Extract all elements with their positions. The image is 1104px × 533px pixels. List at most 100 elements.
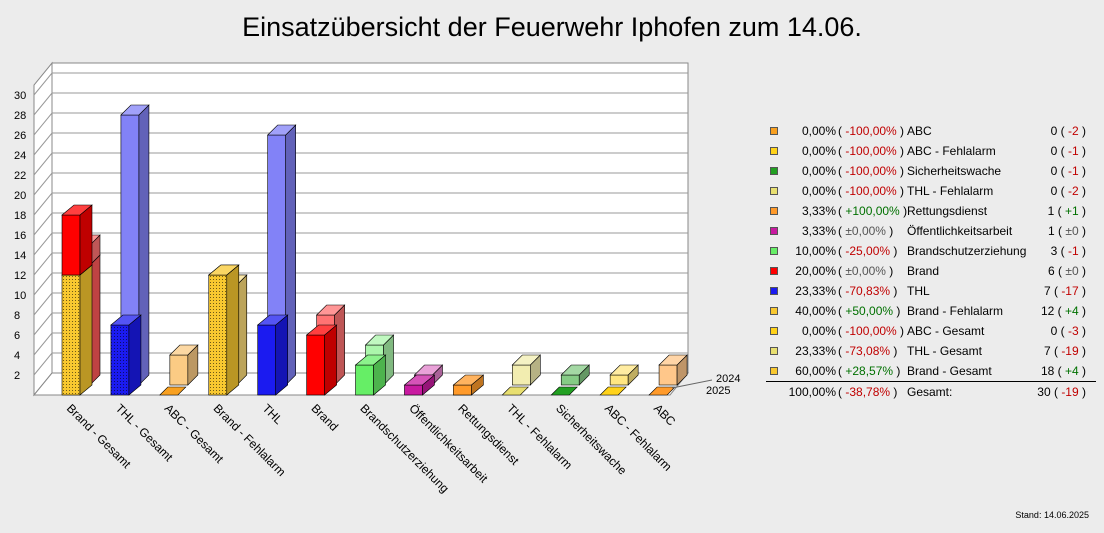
bar-2025-3 — [207, 264, 240, 276]
bar-2025-8-top — [452, 374, 485, 386]
legend-swatch — [770, 287, 778, 295]
legend-separator — [766, 381, 1096, 382]
legend-change: ( -70,83% ) — [838, 284, 898, 298]
y-tick-label: 12 — [14, 270, 26, 282]
legend-category: Brand - Fehlalarm — [907, 304, 1004, 318]
bar-2025-empty-9 — [501, 386, 530, 396]
bar-2025-empty-11 — [599, 386, 627, 396]
bar-2024-12-top — [658, 354, 688, 366]
legend-swatch — [770, 147, 778, 155]
y-tick-label: 4 — [14, 350, 20, 362]
legend-count: 7 ( -17 ) — [1043, 284, 1086, 298]
bar-2024-12 — [658, 354, 688, 386]
legend-percent: 0,00% — [801, 144, 836, 158]
series-label-2024: 2024 — [716, 373, 740, 385]
bar-2025-base-0-side — [79, 264, 93, 396]
legend-change: ( +28,57% ) — [838, 364, 901, 378]
legend-row: 0,00%( -100,00% ) Sicherheitswache 0 ( -1 … — [762, 161, 1098, 181]
legend-count: 3 ( -1 ) — [1050, 244, 1086, 258]
bar-2025-5-top — [305, 324, 338, 336]
bar-2024-12-front — [658, 364, 678, 386]
bar-2024-11-top — [609, 364, 639, 376]
legend-percent: 100,00% — [788, 385, 836, 399]
legend-change: ( -38,78% ) — [838, 385, 898, 399]
legend-category: ABC - Gesamt — [907, 324, 985, 338]
bar-2025-4 — [256, 314, 289, 396]
bar-2025-7-top — [403, 374, 436, 386]
legend-category: THL - Fehlalarm — [907, 184, 994, 198]
legend-category: Brand — [907, 264, 940, 278]
legend-row: 3,33%( +100,00% ) Rettungsdienst 1 ( +1 ) — [762, 201, 1098, 221]
legend-category: Öffentlichkeitsarbeit — [907, 224, 1013, 238]
bar-2025-7-front — [404, 384, 423, 396]
bar-2024-9-front — [512, 364, 531, 386]
legend-category: Sicherheitswache — [907, 164, 1002, 178]
legend-category: THL - Gesamt — [907, 344, 982, 358]
legend-percent: 23,33% — [795, 344, 836, 358]
legend-category: Gesamt: — [907, 385, 953, 399]
legend-category: Rettungsdienst — [907, 204, 988, 218]
legend-row: 20,00%( ±0,00% ) Brand 6 ( ±0 ) — [762, 261, 1098, 281]
legend-row: 3,33%( ±0,00% ) Öffentlichkeitsarbeit 1 ( … — [762, 221, 1098, 241]
chart-side-wall — [33, 61, 53, 397]
legend-change: ( -100,00% ) — [838, 184, 905, 198]
gridline — [33, 352, 688, 376]
bar-2024-6-top — [364, 334, 395, 346]
bar-2025-4-front — [257, 324, 276, 396]
gridline — [33, 272, 688, 296]
legend-swatch — [770, 327, 778, 335]
bar-2025-4-top — [256, 314, 289, 326]
legend-count: 1 ( +1 ) — [1047, 204, 1086, 218]
legend: 0,00%( -100,00% ) ABC 0 ( -2 ) 0,00%( -100,… — [762, 121, 1098, 402]
y-tick-label: 8 — [14, 310, 20, 322]
legend-row: 40,00%( +50,00% ) Brand - Fehlalarm 12 ( +… — [762, 301, 1098, 321]
gridline — [33, 312, 688, 336]
legend-row: 0,00%( -100,00% ) THL - Fehlalarm 0 ( -2 ) — [762, 181, 1098, 201]
legend-count: 0 ( -3 ) — [1050, 324, 1086, 338]
legend-row: 23,33%( -70,83% ) THL 7 ( -17 ) — [762, 281, 1098, 301]
legend-count: 6 ( ±0 ) — [1048, 264, 1086, 278]
legend-change: ( -25,00% ) — [838, 244, 898, 258]
bar-2025-5-front — [306, 334, 325, 396]
x-tick-label: ABC — [651, 401, 679, 429]
legend-swatch — [770, 267, 778, 275]
bar-2025-6 — [354, 354, 387, 396]
legend-category: Brand - Gesamt — [907, 364, 992, 378]
bar-2025-base-3-front-pattern — [208, 275, 227, 395]
y-tick-label: 28 — [14, 110, 26, 122]
bar-2025-empty-10 — [550, 386, 578, 396]
bar-2025-1-front-pattern — [110, 325, 129, 395]
gridline — [33, 92, 688, 116]
bar-2025-1 — [110, 314, 142, 396]
legend-percent: 0,00% — [801, 184, 836, 198]
legend-count: 0 ( -2 ) — [1050, 124, 1086, 138]
gridline — [33, 232, 688, 256]
legend-row: 60,00%( +28,57% ) Brand - Gesamt 18 ( +4 ) — [762, 361, 1098, 381]
bar-2025-empty-2 — [159, 386, 187, 396]
legend-category: ABC — [907, 124, 932, 138]
legend-percent: 0,00% — [801, 124, 836, 138]
bar-2024-2-top — [169, 344, 199, 356]
series-label-2025: 2025 — [706, 385, 730, 397]
bar-2025-1-side — [128, 314, 142, 396]
gridline — [33, 212, 688, 236]
gridline — [33, 172, 688, 196]
legend-change: ( -100,00% ) — [838, 144, 905, 158]
y-tick-label: 16 — [14, 230, 26, 242]
legend-change: ( -100,00% ) — [838, 164, 905, 178]
x-tick-label: Brand — [308, 401, 341, 434]
legend-swatch — [770, 167, 778, 175]
chart-title: Einsatzübersicht der Feuerwehr Iphofen z… — [242, 12, 862, 42]
legend-swatch — [770, 187, 778, 195]
bar-2025-0-side — [79, 204, 93, 276]
y-tick-label: 22 — [14, 170, 26, 182]
bar-2024-5-top — [315, 304, 346, 316]
legend-swatch — [770, 207, 778, 215]
bar-2025-base-0 — [61, 264, 93, 396]
legend-count: 18 ( +4 ) — [1040, 364, 1086, 378]
gridline — [33, 132, 688, 156]
legend-count: 0 ( -1 ) — [1050, 144, 1086, 158]
legend-row: 23,33%( -73,08% ) THL - Gesamt 7 ( -19 ) — [762, 341, 1098, 361]
legend-category: THL — [907, 284, 930, 298]
legend-change: ( +100,00% ) — [838, 204, 908, 218]
